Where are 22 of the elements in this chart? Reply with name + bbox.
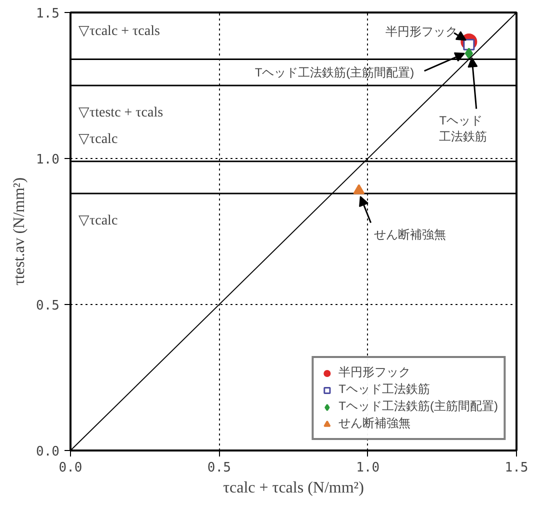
x-axis-title: τcalc + τcals (N/mm²)	[223, 480, 364, 496]
annotation: せん断補強無	[374, 227, 446, 242]
legend-label: Tヘッド工法鉄筋(主筋間配置)	[338, 398, 498, 415]
annotation: Tヘッド工法鉄筋	[439, 114, 488, 144]
y-tick-label: 1.0	[36, 152, 60, 168]
x-tick-label: 0.5	[207, 460, 231, 476]
y-tick-label: 0.0	[36, 444, 60, 460]
y-tick-label: 1.5	[36, 6, 60, 22]
y-tick-label: 0.5	[36, 298, 60, 314]
ref-line-label: ▽τtestc + τcals	[78, 106, 164, 121]
ref-line-label: ▽τcalc + τcals	[78, 24, 160, 39]
x-tick-label: 1.0	[356, 460, 380, 476]
y-axis-title: τtest.av (N/mm²)	[11, 177, 28, 286]
x-tick-label: 1.5	[504, 460, 528, 476]
legend-label: 半円形フック	[338, 364, 411, 381]
annotation: Tヘッド工法鉄筋(主筋間配置)	[254, 65, 414, 80]
x-tick-label: 0.0	[58, 460, 82, 476]
ref-line-label: ▽τcalc	[78, 132, 118, 147]
annotation: 半円形フック	[386, 24, 458, 38]
legend-label: せん断補強無	[338, 415, 411, 432]
legend-label: Tヘッド工法鉄筋	[338, 381, 430, 398]
ref-line-label: ▽τcalc	[78, 214, 118, 229]
